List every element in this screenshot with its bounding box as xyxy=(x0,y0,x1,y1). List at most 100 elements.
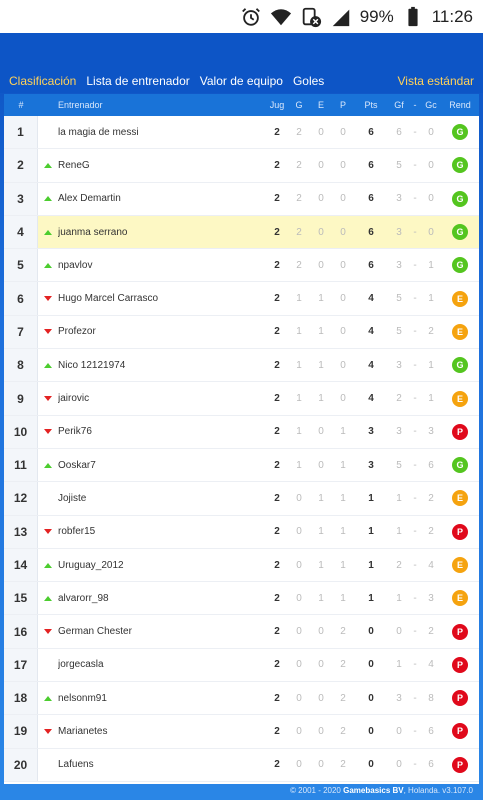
table-row[interactable]: 13 robfer15 2 0 1 1 1 1-2 P xyxy=(4,515,479,549)
coach-name[interactable]: Alex Demartin xyxy=(58,193,121,205)
tab-goles[interactable]: Goles xyxy=(292,74,325,88)
played-cell: 2 xyxy=(274,226,280,238)
trend-cell xyxy=(38,562,58,568)
table-row[interactable]: 10 Perik76 2 1 0 1 3 3-3 P xyxy=(4,415,479,449)
performance-cell: P xyxy=(442,523,478,540)
table-row[interactable]: 1 la magia de messi 2 2 0 0 6 6-0 G xyxy=(4,116,479,150)
row-position: 1 xyxy=(4,116,38,149)
trend-cell xyxy=(38,695,58,701)
row-position: 9 xyxy=(4,382,38,415)
table-row[interactable]: 14 Uruguay_2012 2 0 1 1 1 2-4 E xyxy=(4,548,479,583)
goals-for-cell: 3 xyxy=(396,426,402,438)
row-position: 12 xyxy=(4,482,38,515)
drawn-cell: 0 xyxy=(318,126,324,138)
points-cell: 0 xyxy=(368,759,374,771)
table-row[interactable]: 6 Hugo Marcel Carrasco 2 1 1 0 4 5-1 E xyxy=(4,282,479,316)
goals-for-cell: 0 xyxy=(396,759,402,771)
trend-down-icon xyxy=(44,429,52,435)
coach-name[interactable]: la magia de messi xyxy=(58,126,139,138)
coach-name[interactable]: jorgecasla xyxy=(58,659,104,671)
points-cell: 6 xyxy=(368,226,374,238)
coach-name[interactable]: Jojiste xyxy=(58,492,87,504)
nav-bar: Clasificación Lista de entrenador Valor … xyxy=(0,70,483,92)
table-row[interactable]: 2 ReneG 2 2 0 0 6 5-0 G xyxy=(4,149,479,183)
trend-down-icon xyxy=(44,728,52,734)
goals-separator: - xyxy=(413,326,417,338)
tab-lista-de-entrenador[interactable]: Lista de entrenador xyxy=(86,74,190,88)
points-cell: 4 xyxy=(368,326,374,338)
performance-badge: G xyxy=(452,357,468,374)
drawn-cell: 0 xyxy=(318,159,324,171)
performance-badge: P xyxy=(452,623,468,640)
points-cell: 1 xyxy=(368,492,374,504)
coach-name[interactable]: Hugo Marcel Carrasco xyxy=(58,293,159,305)
lost-cell: 1 xyxy=(340,559,346,571)
points-cell: 0 xyxy=(368,659,374,671)
vista-estandar-link[interactable]: Vista estándar xyxy=(397,74,475,88)
points-cell: 0 xyxy=(368,725,374,737)
coach-name[interactable]: Lafuens xyxy=(58,759,94,771)
header-p: P xyxy=(339,100,346,110)
lost-cell: 0 xyxy=(340,193,346,205)
table-row[interactable]: 7 Profezor 2 1 1 0 4 5-2 E xyxy=(4,315,479,350)
points-cell: 1 xyxy=(368,592,374,604)
lost-cell: 0 xyxy=(340,226,346,238)
coach-name[interactable]: Marianetes xyxy=(58,725,108,737)
coach-name[interactable]: German Chester xyxy=(58,626,132,638)
drawn-cell: 1 xyxy=(318,359,324,371)
trend-cell xyxy=(38,296,58,302)
table-row[interactable]: 16 German Chester 2 0 0 2 0 0-2 P xyxy=(4,615,479,649)
table-row[interactable]: 4 juanma serrano 2 2 0 0 6 3-0 G xyxy=(4,215,479,250)
goals-for-cell: 3 xyxy=(396,193,402,205)
alarm-icon xyxy=(240,6,262,28)
battery-percent: 99% xyxy=(359,6,394,26)
coach-name[interactable]: Uruguay_2012 xyxy=(58,559,124,571)
performance-cell: G xyxy=(442,190,478,207)
table-row[interactable]: 8 Nico 12121974 2 1 1 0 4 3-1 G xyxy=(4,349,479,383)
cell-signal-icon xyxy=(330,6,352,28)
coach-name[interactable]: ReneG xyxy=(58,159,90,171)
goals-against-cell: 6 xyxy=(428,459,434,471)
goals-for-cell: 2 xyxy=(396,393,402,405)
row-position: 4 xyxy=(4,215,38,249)
points-cell: 1 xyxy=(368,526,374,538)
table-row[interactable]: 11 Ooskar7 2 1 0 1 3 5-6 G xyxy=(4,448,479,483)
coach-name[interactable]: robfer15 xyxy=(58,526,96,538)
table-row[interactable]: 19 Marianetes 2 0 0 2 0 0-6 P xyxy=(4,715,479,749)
played-cell: 2 xyxy=(274,259,280,271)
performance-cell: E xyxy=(442,290,478,307)
trend-cell xyxy=(38,429,58,435)
coach-name[interactable]: alvarorr_98 xyxy=(58,592,109,604)
tab-valor-de-equipo[interactable]: Valor de equipo xyxy=(199,74,283,88)
coach-name[interactable]: Ooskar7 xyxy=(58,459,96,471)
coach-name[interactable]: Perik76 xyxy=(58,426,92,438)
table-row[interactable]: 12 Jojiste 2 0 1 1 1 1-2 E xyxy=(4,482,479,516)
goals-against-cell: 6 xyxy=(428,725,434,737)
goals-against-cell: 2 xyxy=(428,326,434,338)
coach-name[interactable]: juanma serrano xyxy=(58,226,128,238)
table-row[interactable]: 15 alvarorr_98 2 0 1 1 1 1-3 E xyxy=(4,582,479,616)
table-row[interactable]: 17 jorgecasla 2 0 0 2 0 1-4 P xyxy=(4,648,479,683)
coach-name[interactable]: Nico 12121974 xyxy=(58,359,126,371)
performance-badge: E xyxy=(452,590,468,607)
coach-name[interactable]: Profezor xyxy=(58,326,96,338)
table-row[interactable]: 9 jairovic 2 1 1 0 4 2-1 E xyxy=(4,382,479,416)
table-row[interactable]: 20 Lafuens 2 0 0 2 0 0-6 P xyxy=(4,748,479,782)
won-cell: 0 xyxy=(296,559,302,571)
won-cell: 0 xyxy=(296,692,302,704)
table-row[interactable]: 18 nelsonm91 2 0 0 2 0 3-8 P xyxy=(4,682,479,716)
coach-name[interactable]: nelsonm91 xyxy=(58,692,107,704)
row-position: 8 xyxy=(4,349,38,382)
tab-clasificacion[interactable]: Clasificación xyxy=(9,74,77,88)
lost-cell: 0 xyxy=(340,359,346,371)
lost-cell: 2 xyxy=(340,626,346,638)
won-cell: 0 xyxy=(296,626,302,638)
coach-name[interactable]: npavlov xyxy=(58,259,93,271)
lost-cell: 2 xyxy=(340,659,346,671)
goals-for-cell: 0 xyxy=(396,626,402,638)
coach-name[interactable]: jairovic xyxy=(58,393,90,405)
goals-separator: - xyxy=(413,393,417,405)
table-row[interactable]: 5 npavlov 2 2 0 0 6 3-1 G xyxy=(4,249,479,283)
footer-brand[interactable]: Gamebasics BV xyxy=(343,786,404,795)
table-row[interactable]: 3 Alex Demartin 2 2 0 0 6 3-0 G xyxy=(4,182,479,216)
